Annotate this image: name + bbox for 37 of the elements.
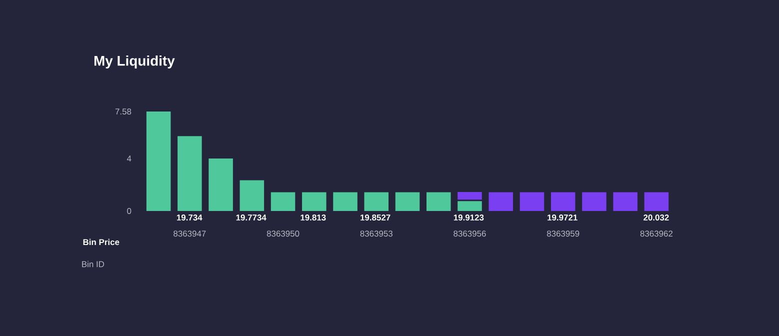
x-tick-label: 8363947 xyxy=(174,230,206,237)
bar xyxy=(270,192,296,211)
bar xyxy=(208,158,233,211)
bar xyxy=(582,192,606,211)
bar xyxy=(458,201,482,211)
x2-tick-label: 19.7734 xyxy=(236,214,266,221)
chart-title: My Liquidity xyxy=(94,55,175,68)
x-tick-label: 8363953 xyxy=(360,230,392,237)
bar xyxy=(458,192,482,200)
bar xyxy=(364,192,389,211)
x2-tick-label: 19.8527 xyxy=(360,214,390,221)
bar xyxy=(178,136,202,211)
x-tick-label: 8363950 xyxy=(266,230,300,237)
bar xyxy=(644,192,669,211)
bar xyxy=(146,112,171,211)
bar xyxy=(520,192,544,211)
x2-tick-label: 19.9123 xyxy=(454,214,484,221)
bar xyxy=(333,192,358,211)
y-tick-label: 0 xyxy=(127,208,132,214)
x2-tick-label: 20.032 xyxy=(644,214,669,221)
x2-tick-label: 19.9721 xyxy=(548,214,578,221)
x2-tick-label: 19.734 xyxy=(176,214,202,221)
bar xyxy=(395,192,420,211)
bar xyxy=(613,192,638,211)
x-tick-label: 8363959 xyxy=(546,230,580,237)
x-tick-label: 8363962 xyxy=(640,230,672,237)
x2-axis-title: Bin Price xyxy=(83,238,120,246)
x-axis-title: Bin ID xyxy=(82,260,104,268)
x2-tick-label: 19.813 xyxy=(300,214,326,221)
bar xyxy=(550,192,576,211)
bar xyxy=(302,192,326,211)
bar xyxy=(240,180,264,211)
bar xyxy=(488,192,513,211)
x-tick-label: 8363956 xyxy=(454,230,486,237)
y-tick-label: 4 xyxy=(126,156,132,162)
bar xyxy=(426,192,451,211)
y-tick-label: 7.58 xyxy=(115,108,132,115)
